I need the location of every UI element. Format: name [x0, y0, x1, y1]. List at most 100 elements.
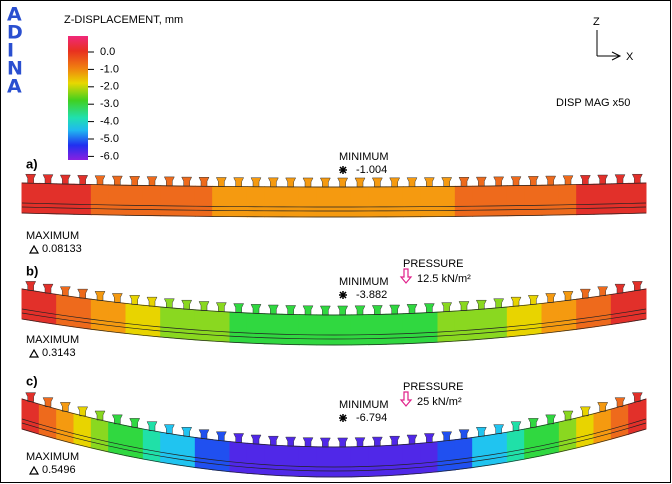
beam-segment [22, 289, 39, 322]
beam-segment [22, 183, 39, 213]
beam-segment [109, 185, 126, 215]
beam-segment [91, 299, 108, 331]
beam-segment [317, 187, 334, 217]
beam-segment [369, 187, 386, 217]
beam-segment [611, 404, 628, 439]
beam-segment [369, 314, 386, 344]
beam-segment [74, 414, 91, 448]
beam-segment [247, 443, 264, 474]
beam-segment [143, 305, 160, 337]
beam-segment [317, 315, 334, 345]
beam-segment [213, 186, 230, 216]
disp-mag: DISP MAG x50 [556, 97, 630, 109]
beam-segment [57, 184, 74, 214]
axis-label: X [626, 51, 634, 63]
beam-segment [109, 422, 126, 456]
beam-segment [39, 404, 56, 439]
maximum-value: 0.3143 [42, 347, 76, 359]
beam-segment [577, 297, 594, 329]
beam-segment [490, 186, 507, 216]
beam-segment [351, 187, 368, 217]
beam-segment [57, 409, 74, 444]
beam-segment [542, 301, 559, 333]
beam-segment [403, 187, 420, 217]
beam-segment [230, 187, 247, 217]
beam-segment [247, 313, 264, 344]
panel-label: a) [26, 156, 38, 171]
beam-segment [594, 409, 611, 444]
beam-segment [161, 186, 178, 216]
beam-segment [265, 445, 282, 476]
beam-segment [403, 313, 420, 344]
beam-segment [299, 315, 316, 345]
axis-label: Z [593, 16, 600, 28]
beam-segment [455, 438, 472, 470]
legend-label: -3.0 [100, 98, 119, 110]
beam-segment [473, 186, 490, 216]
beam-segment [317, 447, 334, 477]
beam-segment [178, 435, 195, 468]
beam-segment [282, 446, 299, 477]
minimum-label: MINIMUM [339, 151, 389, 163]
beam-segment [629, 183, 646, 213]
beam-segment [525, 303, 542, 335]
minimum-value: -3.882 [356, 289, 387, 301]
beam-segment [213, 311, 230, 342]
beam-segment [473, 309, 490, 340]
legend-label: 0.0 [100, 46, 115, 58]
screenshot: ADINAZ-DISPLACEMENT, mm0.0-1.0-2.0-3.0-4… [0, 0, 672, 484]
beam-segment [421, 312, 438, 343]
beam-segment [161, 432, 178, 465]
beam-segment [455, 310, 472, 341]
legend-label: -4.0 [100, 116, 119, 128]
beam-segment [403, 443, 420, 474]
panel-label: b) [26, 263, 38, 278]
beam-segment [195, 186, 212, 216]
beam-segment [213, 440, 230, 472]
beam-segment [629, 399, 646, 434]
beam-segment [334, 447, 351, 477]
beam-segment [542, 185, 559, 215]
beam-segment [39, 292, 56, 325]
beam-segment [611, 292, 628, 325]
panel-label: c) [26, 373, 38, 388]
beam-segment [109, 301, 126, 333]
beam-segment [230, 442, 247, 474]
beam-segment [594, 294, 611, 326]
beam-segment [455, 186, 472, 216]
beam-segment [577, 414, 594, 448]
pressure-value: 25 kN/m² [417, 396, 462, 408]
beam-segment [126, 185, 143, 215]
minimum-value: -6.794 [356, 412, 387, 424]
beam-segment [577, 184, 594, 214]
beam-segment [438, 440, 455, 472]
legend-title: Z-DISPLACEMENT, mm [64, 14, 183, 26]
beam-segment [542, 422, 559, 456]
beam-segment [143, 186, 160, 216]
beam-segment [74, 297, 91, 329]
beam-segment [421, 442, 438, 474]
beam-segment [507, 429, 524, 462]
beam-segment [611, 183, 628, 213]
beam-segment [282, 187, 299, 217]
maximum-label: MAXIMUM [26, 451, 79, 463]
legend-label: -5.0 [100, 133, 119, 145]
beam-segment [507, 305, 524, 337]
minimum-label: MINIMUM [339, 276, 389, 288]
beam-segment [126, 426, 143, 459]
beam-segment [369, 446, 386, 477]
beam-segment [195, 310, 212, 341]
maximum-value: 0.5496 [42, 464, 76, 476]
beam-segment [421, 187, 438, 217]
beam-segment [57, 294, 74, 326]
beam-segment [490, 432, 507, 465]
minimum-label: MINIMUM [339, 399, 389, 411]
beam-segment [299, 187, 316, 217]
beam-segment [334, 315, 351, 345]
pressure-value: 12.5 kN/m² [417, 273, 471, 285]
beam-segment [525, 185, 542, 215]
minimum-value: -1.004 [356, 164, 387, 176]
beam-segment [386, 314, 403, 345]
beam-segment [351, 315, 368, 345]
beam-segment [230, 312, 247, 343]
